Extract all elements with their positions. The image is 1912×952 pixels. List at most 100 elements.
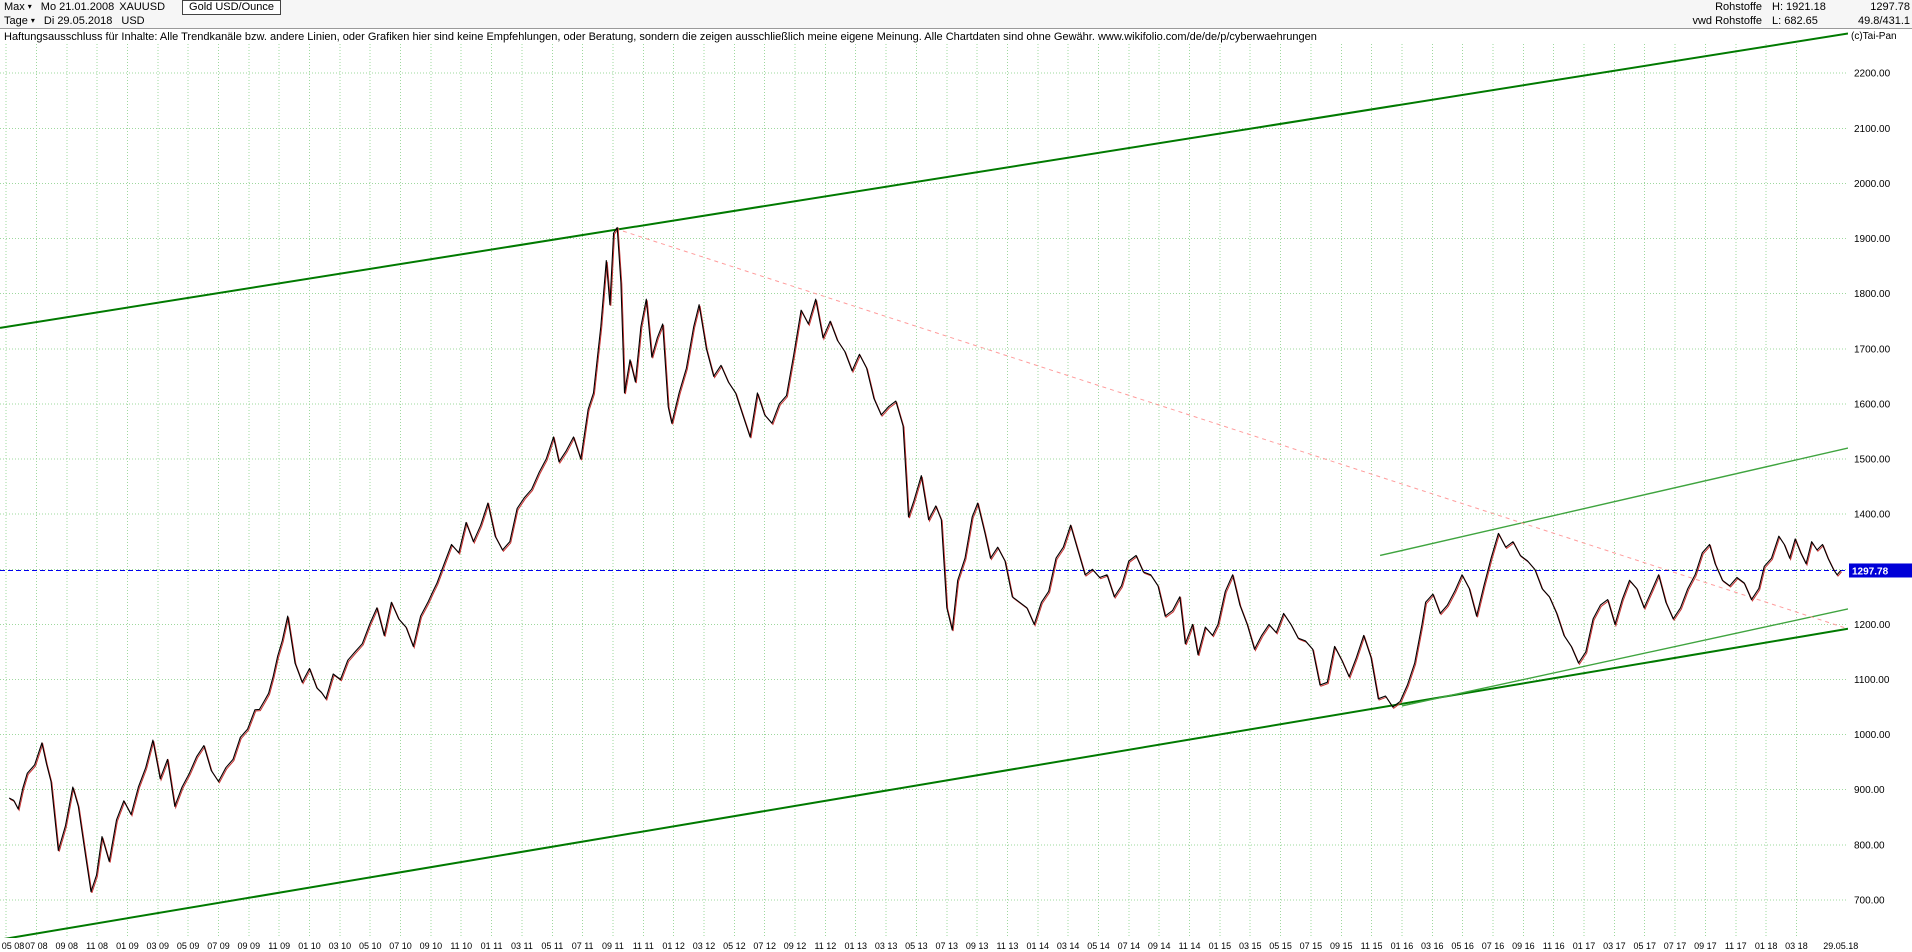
- y-axis-label: 1100.00: [1854, 675, 1890, 686]
- x-axis-label: 01 11: [481, 941, 503, 951]
- category-label: Rohstoffe: [1715, 1, 1762, 13]
- price-series-line: [8, 226, 1842, 893]
- x-axis-label: 05 08: [2, 941, 25, 951]
- x-axis-label: 03 15: [1239, 941, 1262, 951]
- x-axis-label: 11 12: [814, 941, 836, 951]
- x-axis-label: 01 18: [1755, 941, 1778, 951]
- x-axis-label: 11 13: [997, 941, 1019, 951]
- x-axis-label: 07 16: [1482, 941, 1505, 951]
- x-axis-label: 03 14: [1057, 941, 1080, 951]
- x-axis-label: 09 12: [784, 941, 807, 951]
- x-axis-label: 09 11: [602, 941, 624, 951]
- y-axis-label: 900.00: [1854, 785, 1885, 796]
- chart-start-date: Mo 21.01.2008: [40, 1, 115, 13]
- x-axis-label: 03 18: [1785, 941, 1808, 951]
- y-axis-label: 1500.00: [1854, 455, 1891, 466]
- copyright-label: (c)Tai-Pan: [1851, 31, 1897, 42]
- current-price-axis-tag-label: 1297.78: [1852, 566, 1889, 577]
- x-axis-label: 01 16: [1391, 941, 1414, 951]
- x-axis-label: 07 11: [572, 941, 594, 951]
- x-axis-label: 05 17: [1633, 941, 1656, 951]
- low-value: L: 682.65: [1772, 15, 1818, 27]
- x-axis-label: 05 16: [1451, 941, 1474, 951]
- quote-info: Rohstoffe H: 1921.18 1297.78 vwd Rohstof…: [1674, 0, 1910, 28]
- current-price-axis-tag: [1849, 563, 1912, 578]
- x-axis-label: 03 13: [875, 941, 898, 951]
- x-axis-last-date: 29.05.18: [1823, 941, 1858, 951]
- x-axis-label: 11 08: [86, 941, 108, 951]
- x-axis-label: 07 15: [1300, 941, 1323, 951]
- x-axis-label: 07 12: [753, 941, 776, 951]
- x-axis-label: 07 10: [389, 941, 412, 951]
- chevron-down-icon: ▾: [27, 2, 32, 11]
- x-axis-label: 07 14: [1118, 941, 1141, 951]
- period-dropdown[interactable]: Tage ▾: [4, 14, 35, 28]
- symbol-code: XAUUSD: [119, 1, 166, 13]
- y-axis-label: 1700.00: [1854, 344, 1891, 355]
- range-dropdown[interactable]: Max ▾: [4, 0, 32, 14]
- y-axis-label: 2100.00: [1854, 124, 1891, 135]
- y-axis-label: 2000.00: [1854, 179, 1891, 190]
- y-axis-label: 1800.00: [1854, 289, 1891, 300]
- y-axis-label: 1600.00: [1854, 399, 1891, 410]
- x-axis-label: 03 11: [511, 941, 533, 951]
- y-axis-label: 1200.00: [1854, 620, 1891, 631]
- x-axis-label: 11 09: [268, 941, 290, 951]
- x-axis-label: 01 17: [1573, 941, 1596, 951]
- x-axis-label: 01 12: [662, 941, 685, 951]
- price-series-shadow: [9, 227, 1842, 894]
- high-value: H: 1921.18: [1772, 1, 1826, 13]
- trendlines: [0, 32, 1848, 940]
- x-axis-label: 03 17: [1603, 941, 1626, 951]
- x-axis-label: 01 13: [844, 941, 867, 951]
- x-axis-label: 07 08: [25, 941, 48, 951]
- chart-canvas[interactable]: 700.00 800.00 900.00 1000.00 1100.00 1200.00 1…: [0, 28, 1912, 952]
- x-axis-label: 01 09: [116, 941, 139, 951]
- x-axis-label: 01 10: [298, 941, 321, 951]
- x-axis-label: 03 10: [329, 941, 352, 951]
- x-axis-label: 11 17: [1725, 941, 1747, 951]
- x-axis-label: 09 10: [420, 941, 443, 951]
- x-axis-label: 09 09: [238, 941, 261, 951]
- trendline-resistance-dashed[interactable]: [615, 228, 1848, 630]
- x-axis-label: 05 12: [723, 941, 746, 951]
- instrument-name[interactable]: Gold USD/Ounce: [182, 0, 282, 15]
- trendline-minor-upper[interactable]: [1379, 447, 1848, 557]
- chart-area: 700.00 800.00 900.00 1000.00 1100.00 1200.00 1…: [0, 28, 1912, 952]
- y-axis-label: 1900.00: [1854, 234, 1891, 245]
- period-dropdown-label: Tage: [4, 15, 28, 27]
- x-axis-label: 07 13: [936, 941, 959, 951]
- x-axis-label: 05 13: [905, 941, 928, 951]
- price-series: [8, 226, 1842, 894]
- x-axis-label: 05 15: [1269, 941, 1292, 951]
- x-axis-label: 07 09: [207, 941, 230, 951]
- y-axis-label: 2200.00: [1854, 69, 1891, 80]
- x-axis-label: 11 11: [633, 941, 654, 951]
- x-axis-label: 05 10: [359, 941, 382, 951]
- x-axis-label: 01 14: [1027, 941, 1050, 951]
- grid: 700.00 800.00 900.00 1000.00 1100.00 1200.00 1…: [0, 44, 1891, 951]
- x-axis-label: 11 16: [1543, 941, 1565, 951]
- toolbar: Max ▾ Mo 21.01.2008 XAUUSD Gold USD/Ounc…: [0, 0, 1912, 29]
- chart-end-date: Di 29.05.2018: [43, 15, 113, 27]
- trendline-channel-upper[interactable]: [0, 32, 1848, 329]
- secondary-value: 49.8/431.1: [1858, 15, 1910, 27]
- x-axis-label: 07 17: [1664, 941, 1687, 951]
- range-dropdown-label: Max: [4, 1, 25, 13]
- data-source-label: vwd Rohstoffe: [1692, 15, 1762, 27]
- trendline-channel-lower[interactable]: [0, 627, 1848, 940]
- x-axis-label: 03 16: [1421, 941, 1444, 951]
- x-axis-label: 11 14: [1179, 941, 1201, 951]
- x-axis-label: 03 12: [693, 941, 716, 951]
- currency-label: USD: [121, 15, 145, 27]
- trendline-minor-lower[interactable]: [1401, 608, 1848, 707]
- x-axis-label: 09 16: [1512, 941, 1535, 951]
- x-axis-label: 09 15: [1330, 941, 1353, 951]
- y-axis-label: 1400.00: [1854, 510, 1891, 521]
- x-axis-label: 01 15: [1209, 941, 1232, 951]
- chevron-down-icon: ▾: [30, 16, 35, 25]
- disclaimer-text: Haftungsausschluss für Inhalte: Alle Tre…: [4, 31, 1317, 43]
- y-axis-label: 800.00: [1854, 840, 1885, 851]
- x-axis-label: 11 15: [1361, 941, 1383, 951]
- y-axis-label: 700.00: [1854, 895, 1885, 906]
